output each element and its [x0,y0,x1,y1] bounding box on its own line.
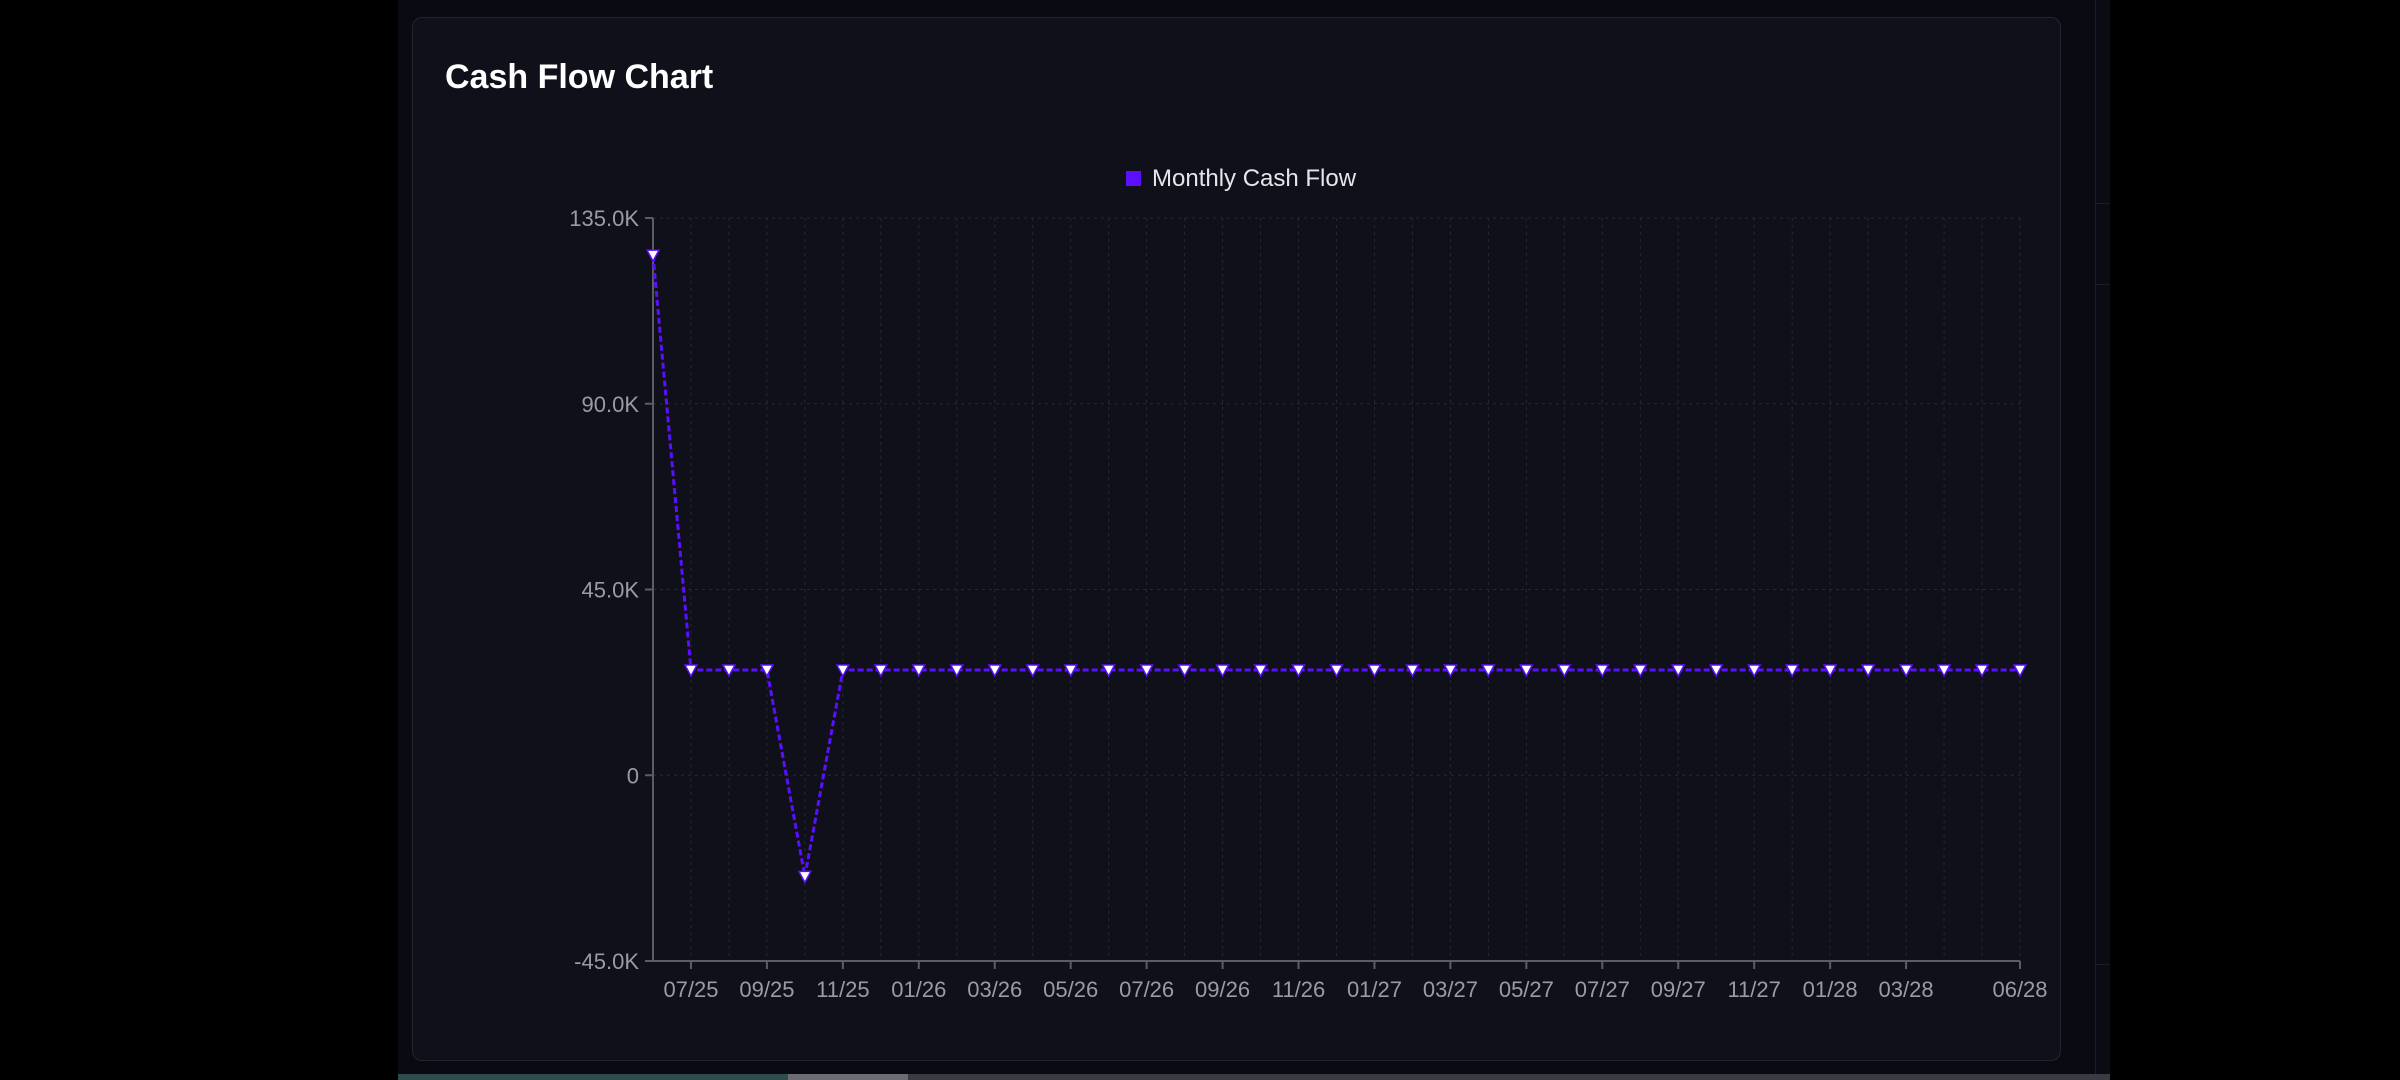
data-point-marker [1253,664,1268,678]
data-point-marker [1974,664,1990,678]
bottom-scrollbar[interactable] [398,1074,2110,1080]
x-tick-label: 03/26 [967,977,1022,1002]
data-point-marker [1329,664,1344,678]
x-tick-label: 05/26 [1043,977,1098,1002]
cash-flow-card: Cash Flow Chart -45.0K 0 45.0K 90.0K 135.0K 0… [412,17,2061,1061]
x-tick-label: 09/26 [1195,977,1250,1002]
axis-layer: -45.0K 0 45.0K 90.0K 135.0K 07/25 09/25 11/25 01… [569,206,2047,1002]
data-point-marker [949,664,965,678]
data-point-marker [987,664,1003,678]
data-point-marker [1215,664,1230,678]
data-point-marker [1633,664,1648,678]
scrollbar-thumb[interactable] [788,1074,908,1080]
legend-swatch [1126,171,1141,186]
right-panel-edge [2095,0,2110,1074]
cash-flow-chart: -45.0K 0 45.0K 90.0K 135.0K 07/25 09/25 11/25 01… [569,165,2047,1002]
scrollbar-track-accent [398,1074,788,1080]
data-point-marker [645,249,661,263]
y-tick-label: 45.0K [582,578,640,603]
x-tick-label: 06/28 [1992,977,2047,1002]
x-tick-label: 11/25 [816,977,869,1002]
x-tick-label: 03/27 [1423,977,1478,1002]
y-tick-label: 0 [627,763,639,788]
x-tick-label: 05/27 [1499,977,1554,1002]
data-point-marker [1784,664,1800,678]
data-point-marker [1443,664,1458,678]
x-tick-label: 03/28 [1879,977,1934,1002]
grid-layer [652,217,2021,962]
right-panel-divider [2096,203,2110,285]
data-point-marker [1595,664,1610,678]
data-point-marker [797,870,813,884]
x-tick-label: 07/25 [663,977,718,1002]
data-point-marker [1101,664,1116,678]
x-tick-label: 07/26 [1119,977,1174,1002]
data-point-marker [683,664,699,678]
series-layer [645,249,2028,884]
series-line-monthly-cash-flow [651,254,2020,878]
x-tick-label: 09/25 [739,977,794,1002]
data-point-marker [1291,664,1306,678]
data-point-marker [911,664,927,678]
data-point-marker [1860,664,1876,678]
y-tick-label: -45.0K [574,949,639,974]
data-point-marker [1063,664,1078,678]
card-title: Cash Flow Chart [445,58,714,96]
right-panel-divider-lower [2096,964,2110,965]
data-point-marker [1708,664,1724,678]
data-point-marker [759,664,775,678]
data-point-marker [1557,664,1572,678]
x-tick-label: 01/26 [891,977,946,1002]
x-tick-label: 07/27 [1575,977,1630,1002]
data-point-marker [1746,664,1762,678]
x-tick-label: 01/27 [1347,977,1402,1002]
data-point-marker [1367,664,1382,678]
legend-label: Monthly Cash Flow [1152,165,1357,192]
data-point-marker [1822,664,1838,678]
data-point-marker [1481,664,1496,678]
data-point-marker [1139,664,1154,678]
legend[interactable]: Monthly Cash Flow [1126,165,1357,192]
data-point-marker [1898,664,1914,678]
x-tick-label: 01/28 [1803,977,1858,1002]
x-tick-label: 11/27 [1727,977,1780,1002]
data-point-marker [1519,664,1534,678]
y-tick-label: 135.0K [569,206,639,231]
x-tick-label: 09/27 [1651,977,1706,1002]
data-point-marker [1177,664,1192,678]
data-point-marker [1936,664,1952,678]
data-point-marker [1670,664,1686,678]
data-point-marker [873,664,889,678]
data-point-marker [2012,664,2028,678]
data-point-marker [1405,664,1420,678]
data-point-marker [1025,664,1040,678]
data-point-marker [835,664,851,678]
y-tick-label: 90.0K [582,392,640,417]
x-tick-label: 11/26 [1272,977,1325,1002]
data-point-marker [721,664,737,678]
